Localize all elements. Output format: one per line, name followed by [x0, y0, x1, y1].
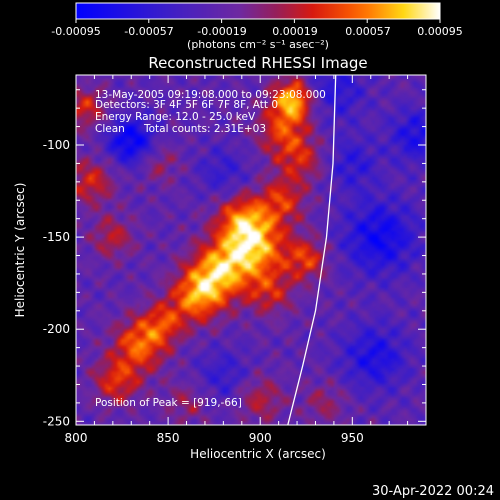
x-tick-label: 850	[157, 431, 180, 445]
colorbar-tick-label: -0.00057	[124, 25, 173, 38]
colorbar-tick-label: -0.00095	[51, 25, 100, 38]
y-tick-label: -250	[43, 414, 70, 428]
colorbar-tick-label: -0.00019	[197, 25, 246, 38]
plot-frame	[75, 74, 427, 426]
y-tick-label: -100	[43, 138, 70, 152]
x-tick-label: 900	[249, 431, 272, 445]
colorbar-tick-label: 0.00019	[272, 25, 318, 38]
footer-date: 30-Apr-2022 00:24	[372, 484, 494, 499]
y-axis-label: Heliocentric Y (arcsec)	[13, 183, 27, 318]
axis-ticks	[75, 75, 427, 425]
x-axis-label: Heliocentric X (arcsec)	[190, 447, 326, 461]
x-tick-label: 800	[65, 431, 88, 445]
annotation-energy-range: Energy Range: 12.0 - 25.0 keV	[95, 111, 256, 123]
annotation-detectors: Detectors: 3F 4F 5F 6F 7F 8F, Att 0	[95, 99, 278, 111]
annotation-time-range: 13-May-2005 09:19:08.000 to 09:23:08.000	[95, 89, 326, 101]
colorbar-tick-label: 0.00057	[345, 25, 391, 38]
annotation-block: 13-May-2005 09:19:08.000 to 09:23:08.000…	[95, 89, 326, 409]
annotation-clean: Clean	[95, 123, 125, 135]
x-tick-label: 950	[341, 431, 364, 445]
colorbar-gradient	[76, 3, 440, 19]
colorbar-border	[75, 2, 441, 20]
solar-limb-curve	[287, 74, 337, 426]
annotation-total-counts: Total counts: 2.31E+03	[143, 123, 266, 135]
heatmap-image	[76, 75, 426, 425]
axis-tick-labels: 800 850 900 950 -100 -150 -200 -250	[43, 138, 364, 445]
chart-title: Reconstructed RHESSI Image	[148, 54, 367, 72]
y-tick-label: -150	[43, 230, 70, 244]
colorbar-tick-group	[75, 19, 441, 23]
annotation-peak-position: Position of Peak = [919,-66]	[95, 397, 242, 409]
colorbar-units: (photons cm⁻² s⁻¹ asec⁻²)	[187, 38, 329, 51]
colorbar-tick-label: 0.00095	[417, 25, 463, 38]
y-tick-label: -200	[43, 322, 70, 336]
